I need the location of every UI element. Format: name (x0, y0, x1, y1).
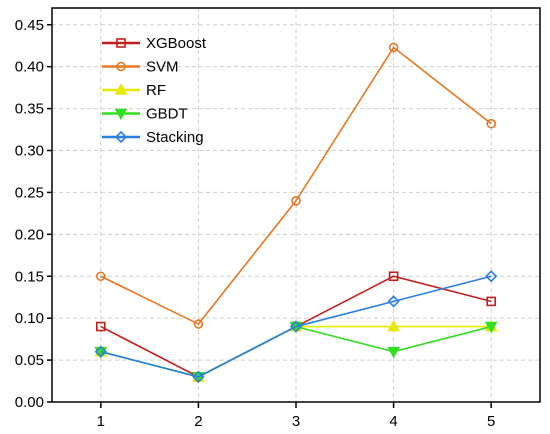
legend-entry-xgboost: XGBoost (102, 35, 207, 52)
y-tick-label: 0.05 (15, 352, 44, 369)
x-tick-label: 2 (194, 413, 202, 430)
data-point (387, 295, 400, 308)
data-point (388, 42, 399, 53)
y-tick-label: 0.10 (15, 310, 44, 327)
x-tick-label: 5 (487, 413, 495, 430)
series-line (100, 275, 492, 378)
series-stacking (94, 270, 498, 383)
x-tick-label: 3 (292, 413, 300, 430)
legend-swatch-marker (116, 38, 126, 48)
legend-swatch-marker (114, 83, 128, 95)
y-tick-label: 0.30 (15, 143, 44, 160)
data-point (96, 271, 106, 282)
legend-swatch-marker (114, 108, 128, 121)
series-layer (94, 42, 498, 384)
grid (52, 8, 540, 402)
legend-label: RF (146, 82, 166, 99)
x-tick-label: 1 (97, 413, 105, 430)
data-point (289, 320, 303, 333)
data-point (192, 370, 205, 383)
data-point (486, 118, 497, 129)
legend-label: SVM (146, 59, 179, 76)
legend-entry-rf: RF (102, 82, 166, 99)
series-line (100, 46, 492, 326)
data-point (387, 346, 400, 359)
y-tick-label: 0.25 (15, 184, 44, 201)
data-point (485, 270, 498, 283)
y-tick-label: 0.45 (15, 17, 44, 34)
data-point (387, 319, 400, 332)
legend-entry-stacking: Stacking (102, 129, 204, 146)
legend-swatch-marker (114, 130, 128, 144)
data-point (484, 321, 498, 334)
data-point (193, 319, 204, 329)
legend-entry-gbdt: GBDT (102, 106, 188, 123)
data-point (388, 271, 399, 282)
y-tick-label: 0.15 (15, 268, 44, 285)
legend-label: GBDT (146, 106, 188, 123)
axes: 0.00 0.05 0.10 0.15 0.20 0.25 0.30 0.35 0.40 0.45… (15, 17, 496, 430)
data-point (96, 321, 106, 332)
series-svm (96, 42, 497, 329)
y-tick-label: 0.20 (15, 226, 44, 243)
legend-swatch-marker (116, 61, 126, 72)
x-tick-label: 4 (389, 413, 397, 430)
legend-entry-svm: SVM (102, 59, 179, 76)
data-point (291, 196, 301, 206)
legend-label: XGBoost (146, 35, 207, 52)
legend-label: Stacking (146, 129, 204, 146)
y-tick-label: 0.35 (15, 101, 44, 118)
data-point (94, 345, 107, 358)
legend: XGBoost SVM RF GBDT Stacking (102, 35, 207, 146)
data-point (486, 296, 497, 307)
y-tick-label: 0.00 (15, 394, 44, 411)
y-tick-label: 0.40 (15, 59, 44, 76)
